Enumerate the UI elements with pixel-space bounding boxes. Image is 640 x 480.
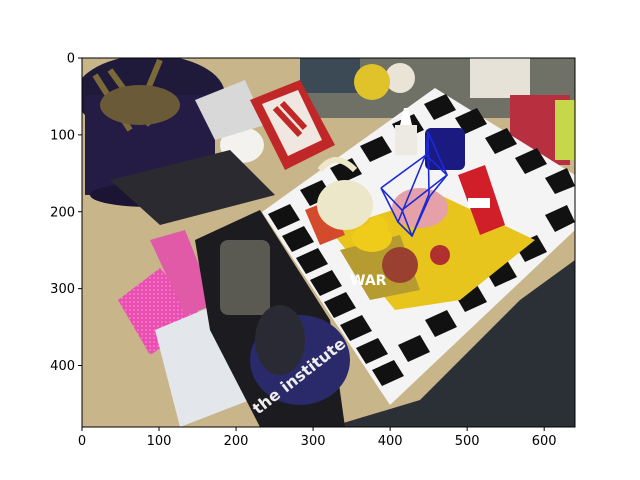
- photo: WAR the institute: [82, 58, 575, 427]
- x-axis: 0 100 200 300 400 500 600: [78, 427, 557, 449]
- axes-frame: [81, 57, 576, 428]
- y-tick-label: 0: [67, 52, 75, 67]
- y-tick-label: 100: [50, 128, 75, 143]
- x-tick-label: 200: [224, 434, 249, 449]
- bounding-box-3d: [380, 131, 449, 238]
- y-tick-label: 400: [50, 359, 75, 374]
- y-tick-label: 200: [50, 205, 75, 220]
- x-tick-label: 0: [78, 434, 86, 449]
- x-tick-label: 400: [378, 434, 403, 449]
- magazine-text: WAR: [350, 273, 387, 289]
- y-axis: 0 100 200 300 400: [50, 52, 82, 374]
- x-tick-label: 100: [147, 434, 172, 449]
- y-tick-label: 300: [50, 282, 75, 297]
- x-tick-label: 600: [532, 434, 557, 449]
- x-tick-label: 500: [455, 434, 480, 449]
- x-tick-label: 300: [301, 434, 326, 449]
